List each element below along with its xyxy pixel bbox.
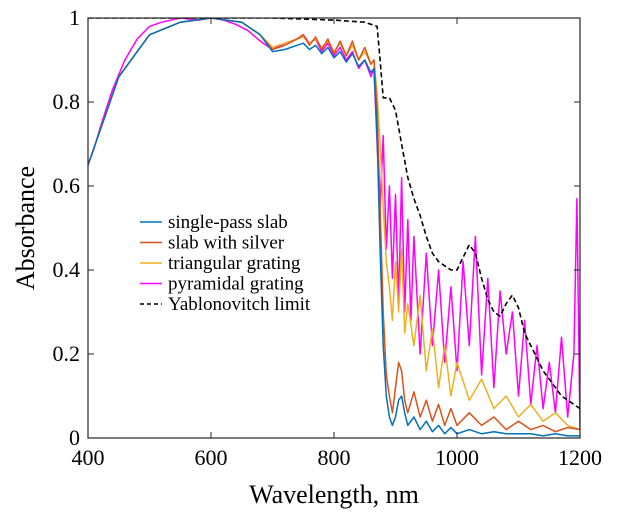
series-line-pyramidal-grating xyxy=(88,18,580,430)
legend-item: single-pass slab xyxy=(140,212,288,233)
ticks-layer: 400 600 800 1000 1200 0 0.2 0.4 0.6 0.8 1 xyxy=(53,5,603,470)
legend-label: single-pass slab xyxy=(168,212,288,233)
legend-item: triangular grating xyxy=(140,253,301,274)
legend-item: pyramidal grating xyxy=(140,274,304,295)
series-line-single-pass-slab xyxy=(88,18,580,437)
legend-label: slab with silver xyxy=(168,233,285,254)
y-tick-label: 0.2 xyxy=(53,341,81,366)
x-tick-label: 1200 xyxy=(558,445,602,470)
series-line-slab-with-silver xyxy=(88,18,580,433)
series-line-yablonovitch-limit xyxy=(88,18,580,410)
series-line-triangular-grating xyxy=(88,18,580,431)
legend-item: Yablonovitch limit xyxy=(140,294,311,315)
y-tick-label: 0.8 xyxy=(53,89,81,114)
y-tick-label: 0.4 xyxy=(53,257,81,282)
y-tick-label: 0.6 xyxy=(53,173,81,198)
x-tick-label: 400 xyxy=(72,445,105,470)
y-tick-label: 1 xyxy=(69,5,80,30)
x-tick-label: 1000 xyxy=(435,445,479,470)
x-tick-label: 800 xyxy=(318,445,351,470)
y-axis-label: Absorbance xyxy=(11,166,40,290)
x-axis-label: Wavelength, nm xyxy=(249,480,419,509)
legend-label: Yablonovitch limit xyxy=(168,294,311,315)
legend-item: slab with silver xyxy=(140,233,285,254)
series-layer xyxy=(88,18,580,437)
x-tick-label: 600 xyxy=(195,445,228,470)
y-tick-label: 0 xyxy=(69,425,80,450)
legend-label: pyramidal grating xyxy=(168,274,304,295)
legend-label: triangular grating xyxy=(168,253,301,274)
plot-frame xyxy=(87,17,581,439)
